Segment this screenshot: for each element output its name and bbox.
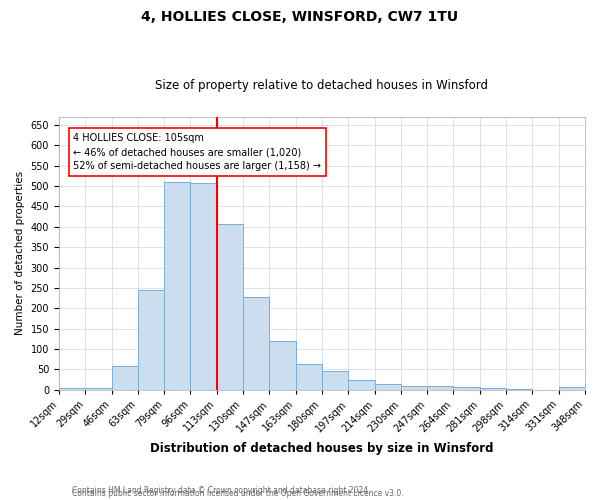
Text: 4 HOLLIES CLOSE: 105sqm
← 46% of detached houses are smaller (1,020)
52% of semi: 4 HOLLIES CLOSE: 105sqm ← 46% of detache… [73, 133, 322, 171]
Bar [480, 388, 506, 390]
Bar [401, 386, 427, 390]
Bar [190, 183, 217, 390]
Bar [322, 371, 348, 390]
Bar [454, 388, 480, 390]
Bar [348, 380, 374, 390]
Bar [427, 386, 454, 390]
Bar [269, 341, 296, 390]
Bar [374, 384, 401, 390]
Text: 4, HOLLIES CLOSE, WINSFORD, CW7 1TU: 4, HOLLIES CLOSE, WINSFORD, CW7 1TU [142, 10, 458, 24]
Y-axis label: Number of detached properties: Number of detached properties [15, 171, 25, 336]
Text: Contains public sector information licensed under the Open Government Licence v3: Contains public sector information licen… [72, 488, 404, 498]
Bar [296, 364, 322, 390]
Text: Contains HM Land Registry data © Crown copyright and database right 2024.: Contains HM Land Registry data © Crown c… [72, 486, 371, 495]
Bar [85, 388, 112, 390]
Bar [138, 290, 164, 390]
Bar [112, 366, 138, 390]
Bar [243, 297, 269, 390]
Bar [217, 224, 243, 390]
Title: Size of property relative to detached houses in Winsford: Size of property relative to detached ho… [155, 79, 488, 92]
Bar [164, 182, 190, 390]
X-axis label: Distribution of detached houses by size in Winsford: Distribution of detached houses by size … [150, 442, 494, 455]
Bar [559, 388, 585, 390]
Bar [59, 388, 85, 390]
